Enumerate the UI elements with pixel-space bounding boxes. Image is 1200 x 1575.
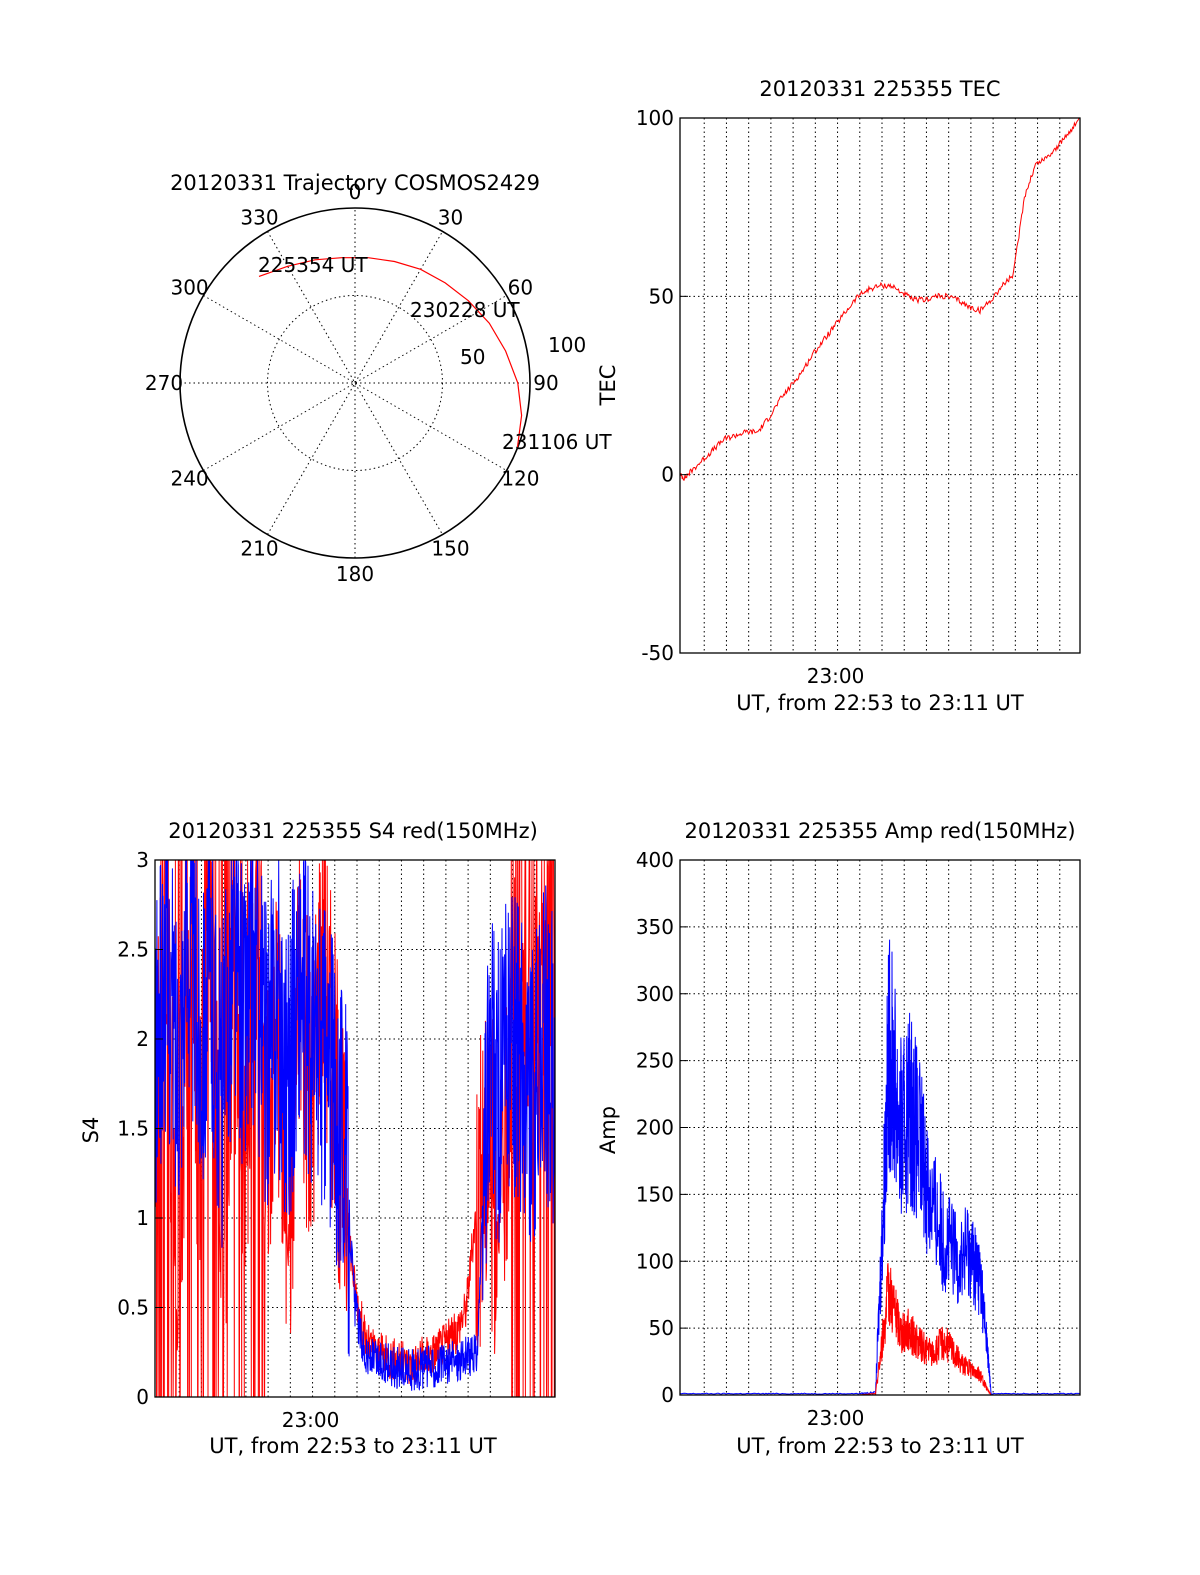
tec-y-tick-label: 100 (636, 106, 674, 130)
amp-y-tick-label: 400 (636, 848, 674, 872)
polar-angle-label: 150 (431, 536, 469, 560)
amp-y-tick-label: 300 (636, 982, 674, 1006)
radius-label-50: 50 (460, 345, 485, 369)
polar-grid (179, 207, 531, 559)
s4-y-tick-label: 2.5 (117, 938, 149, 962)
tec-x-tick-label: 23:00 (807, 664, 865, 688)
annotation-mid-time: 230228 UT (410, 298, 520, 322)
amp-panel: 20120331 225355 Amp red(150MHz) 0 50 100 15… (596, 819, 1081, 1458)
s4-x-axis-label: UT, from 22:53 to 23:11 UT (209, 1434, 497, 1458)
polar-angle-label: 0 (349, 180, 362, 204)
tec-plot-frame (679, 117, 1081, 654)
amp-x-axis-label: UT, from 22:53 to 23:11 UT (736, 1434, 1024, 1458)
tec-panel: 20120331 225355 TEC -50 0 50 100 23:00 UT, … (596, 77, 1081, 715)
tec-y-axis-label: TEC (596, 365, 620, 407)
s4-x-ticks: 23:00 (282, 1408, 340, 1432)
amp-x-ticks: 23:00 (807, 1406, 865, 1430)
amp-y-tick-label: 150 (636, 1182, 674, 1206)
radius-label-100: 100 (548, 333, 586, 357)
tec-x-axis-label: UT, from 22:53 to 23:11 UT (736, 691, 1024, 715)
polar-panel: 20120331 Trajectory COSMOS2429 0 30 60 90 12… (145, 171, 612, 586)
polar-angle-labels: 0 30 60 90 120 150 180 210 240 270 300 330 (145, 180, 559, 586)
tec-title: 20120331 225355 TEC (759, 77, 1000, 101)
tec-grid (680, 117, 1080, 654)
polar-angle-label: 300 (170, 276, 208, 300)
polar-angle-label: 120 (501, 467, 539, 491)
tec-series-red (679, 117, 1080, 481)
s4-y-axis-label: S4 (79, 1117, 103, 1144)
polar-angle-label: 30 (438, 206, 463, 230)
amp-y-tick-label: 50 (649, 1316, 674, 1340)
polar-title: 20120331 Trajectory COSMOS2429 (170, 171, 540, 195)
annotation-end-time: 231106 UT (502, 430, 612, 454)
amp-y-tick-label: 350 (636, 915, 674, 939)
s4-y-tick-label: 3 (136, 848, 149, 872)
amp-y-axis-label: Amp (596, 1106, 620, 1154)
polar-angle-label: 270 (145, 371, 183, 395)
s4-series (154, 859, 556, 1398)
polar-angle-label: 90 (533, 371, 558, 395)
s4-x-tick-label: 23:00 (282, 1408, 340, 1432)
polar-trajectory-line (258, 257, 523, 449)
polar-angle-label: 180 (336, 562, 374, 586)
s4-y-ticks: 0 0.5 1 1.5 2 2.5 3 (117, 848, 163, 1409)
tec-series (679, 117, 1080, 481)
tec-y-tick-label: 50 (649, 284, 674, 308)
s4-y-tick-label: 2 (136, 1027, 149, 1051)
amp-series (679, 939, 1081, 1396)
tec-y-tick-label: -50 (641, 641, 674, 665)
amp-title: 20120331 225355 Amp red(150MHz) (684, 819, 1075, 843)
s4-y-tick-label: 0.5 (117, 1296, 149, 1320)
tec-y-tick-label: 0 (661, 463, 674, 487)
polar-angle-label: 330 (240, 206, 278, 230)
amp-y-tick-label: 200 (636, 1116, 674, 1140)
amp-y-ticks: 0 50 100 150 200 250 300 350 400 (636, 848, 688, 1407)
polar-series (258, 257, 523, 449)
amp-y-tick-label: 100 (636, 1249, 674, 1273)
amp-series-blue (679, 939, 1081, 1395)
s4-panel: 20120331 225355 S4 red(150MHz) 0 0.5 1 1.5 2… (79, 819, 556, 1458)
s4-y-tick-label: 0 (136, 1385, 149, 1409)
s4-y-tick-label: 1 (136, 1206, 149, 1230)
tec-x-ticks: 23:00 (807, 664, 865, 688)
amp-y-tick-label: 0 (661, 1383, 674, 1407)
amp-y-tick-label: 250 (636, 1049, 674, 1073)
s4-y-tick-label: 1.5 (117, 1117, 149, 1141)
annotation-start-time: 225354 UT (258, 253, 368, 277)
s4-title: 20120331 225355 S4 red(150MHz) (168, 819, 538, 843)
polar-angle-label: 60 (508, 276, 533, 300)
polar-angle-label: 210 (240, 536, 278, 560)
s4-series-blue (154, 859, 556, 1391)
amp-grid (680, 859, 1080, 1396)
amp-x-tick-label: 23:00 (807, 1406, 865, 1430)
polar-angle-label: 240 (170, 467, 208, 491)
tec-y-ticks: -50 0 50 100 (636, 106, 688, 665)
